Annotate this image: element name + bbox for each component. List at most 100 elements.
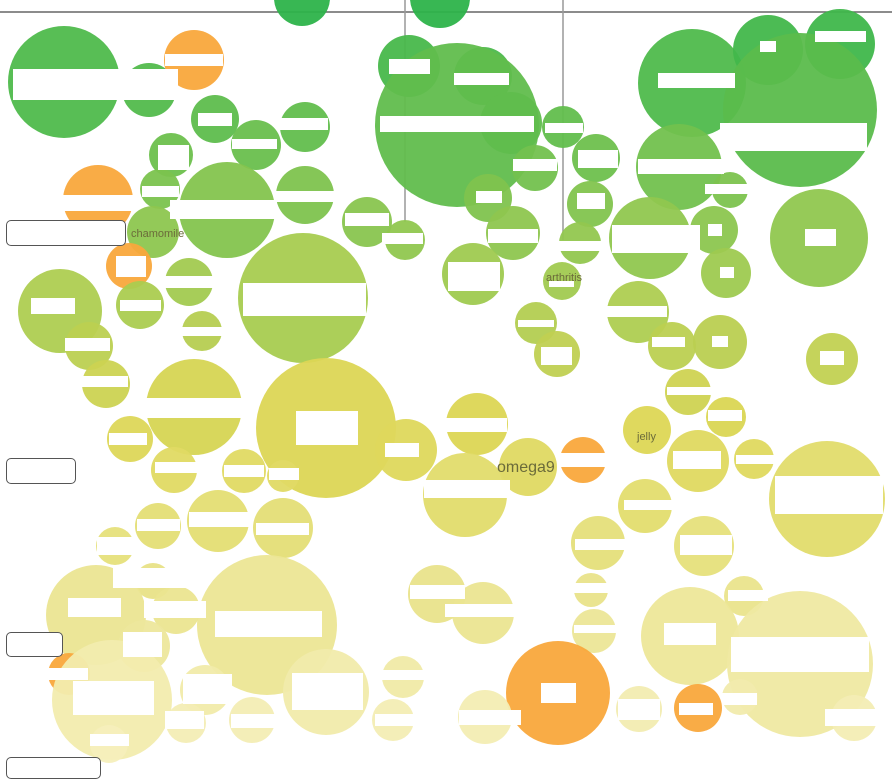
bubble-label-bar — [345, 213, 389, 226]
bubble-label-bar — [638, 159, 724, 174]
bubble-label-bar — [559, 241, 602, 251]
bubble-label-bar — [664, 623, 716, 645]
bubble-label-bar — [73, 681, 154, 715]
bubble-label-bar — [164, 276, 214, 288]
bubble-label-omega9: omega9 — [497, 459, 555, 476]
bubble-label-bar — [198, 113, 232, 126]
bubble-label-bar — [760, 41, 776, 52]
axis-marker-box-4 — [6, 757, 101, 779]
bubble-label-bar — [381, 670, 430, 680]
bubble-label-bar — [380, 116, 534, 132]
bubble-label-bar — [68, 598, 121, 617]
bubble-label-bar — [65, 338, 110, 351]
bubble-label-bar — [459, 710, 521, 725]
bubble-label-bar — [137, 519, 180, 531]
bubble-label-bar — [488, 229, 538, 243]
bubble-label-bar — [170, 200, 276, 219]
bubble-label-bar — [276, 191, 341, 202]
bubble-label-bar — [805, 229, 836, 246]
bubble-label-jelly: jelly — [636, 431, 656, 443]
bubble-label-bar — [142, 186, 179, 197]
bubble-label-bar — [165, 711, 204, 729]
axis-marker-box-2 — [6, 458, 76, 484]
bubble-label-bar — [720, 123, 867, 151]
bubble-label-bar — [215, 611, 322, 637]
bubble-label-bar — [123, 632, 162, 657]
bubble-label-bar — [545, 123, 583, 133]
bubble-label-bar — [680, 535, 732, 555]
bubble-label-bar — [116, 256, 146, 277]
bubble-label-bar — [90, 734, 129, 746]
bubble-label-bar — [448, 262, 500, 291]
bubble-label-bar — [375, 714, 415, 726]
bubble-label-bar — [618, 699, 660, 720]
bubble-label-bar — [109, 433, 147, 445]
bubble-label-bar — [62, 195, 134, 211]
bubble-label-bar — [224, 465, 264, 477]
bubble-label-bar — [382, 233, 423, 244]
bubble-label-bar — [155, 462, 200, 473]
bubble[interactable] — [410, 0, 470, 28]
bubble[interactable] — [499, 438, 557, 496]
axis-marker-box-1 — [6, 220, 126, 246]
bubble-label-bar — [31, 298, 75, 314]
bubble[interactable] — [723, 33, 877, 187]
bubble-label-bar — [541, 347, 572, 365]
bubble-label-bar — [825, 709, 882, 726]
bubble-label-bar — [728, 590, 768, 601]
bubble-label-bar — [292, 673, 363, 710]
bubble-label-bar — [722, 693, 757, 705]
bubble-label-bar — [775, 476, 883, 514]
bubble-label-bar — [445, 418, 507, 432]
bubble-label-bar — [815, 31, 866, 42]
bubble-label-bar — [736, 455, 776, 464]
bubble-label-arthritis: arthritis — [546, 272, 583, 284]
bubble-label-bar — [720, 267, 734, 278]
bubble-label-bar — [575, 539, 627, 550]
bubble-label-bar — [820, 351, 844, 365]
bubble-label-bar — [708, 410, 742, 421]
bubble-label-bar — [541, 683, 576, 703]
bubble-label-bar — [165, 54, 223, 66]
bubble-label-bar — [577, 193, 605, 209]
bubble[interactable] — [127, 206, 179, 258]
bubble-label-bar — [145, 398, 245, 418]
bubble-label-bar — [189, 512, 249, 527]
bubble-label-bar — [120, 300, 161, 311]
bubble-label-bar — [243, 283, 366, 316]
bubble-label-bar — [82, 376, 128, 387]
bubble-label-bar — [549, 281, 574, 287]
bubble-label-bar — [97, 537, 134, 555]
bubble-label-bar — [578, 150, 618, 168]
bubble-label-chamomile: chamomile — [131, 228, 184, 240]
bubble[interactable] — [623, 406, 671, 454]
bubble-label-bar — [389, 59, 430, 74]
bubble-label-bar — [445, 604, 515, 617]
bubble-label-bar — [183, 674, 232, 704]
bubble-label-bar — [158, 145, 189, 170]
bubble-label-bar — [658, 73, 735, 88]
bubble[interactable] — [274, 0, 330, 26]
bubble-label-bar — [667, 387, 713, 395]
bubble-label-bar — [424, 480, 510, 498]
bubble-label-bar — [280, 118, 328, 130]
bubble-label-bar — [557, 453, 607, 467]
bubble-label-bar — [513, 159, 557, 171]
bubble-label-bar — [607, 306, 667, 317]
bubble-label-bar — [652, 337, 685, 347]
bubble-label-bar — [673, 451, 721, 469]
bubble-label-bar — [385, 443, 419, 457]
bubble-label-bar — [731, 637, 869, 672]
bubble-label-bar — [144, 601, 206, 618]
bubble-label-bar — [624, 500, 674, 510]
axis-marker-box-3 — [6, 632, 63, 657]
bubble-label-bar — [454, 73, 509, 85]
bubble-label-bar — [231, 714, 276, 728]
bubble-label-bar — [113, 568, 193, 588]
bubble-label-bar — [232, 139, 277, 149]
bubble-label-bar — [712, 336, 728, 347]
bubble-label-bar — [410, 585, 465, 599]
bubble-label-bar — [13, 69, 178, 100]
bubble-label-bar — [518, 320, 554, 327]
